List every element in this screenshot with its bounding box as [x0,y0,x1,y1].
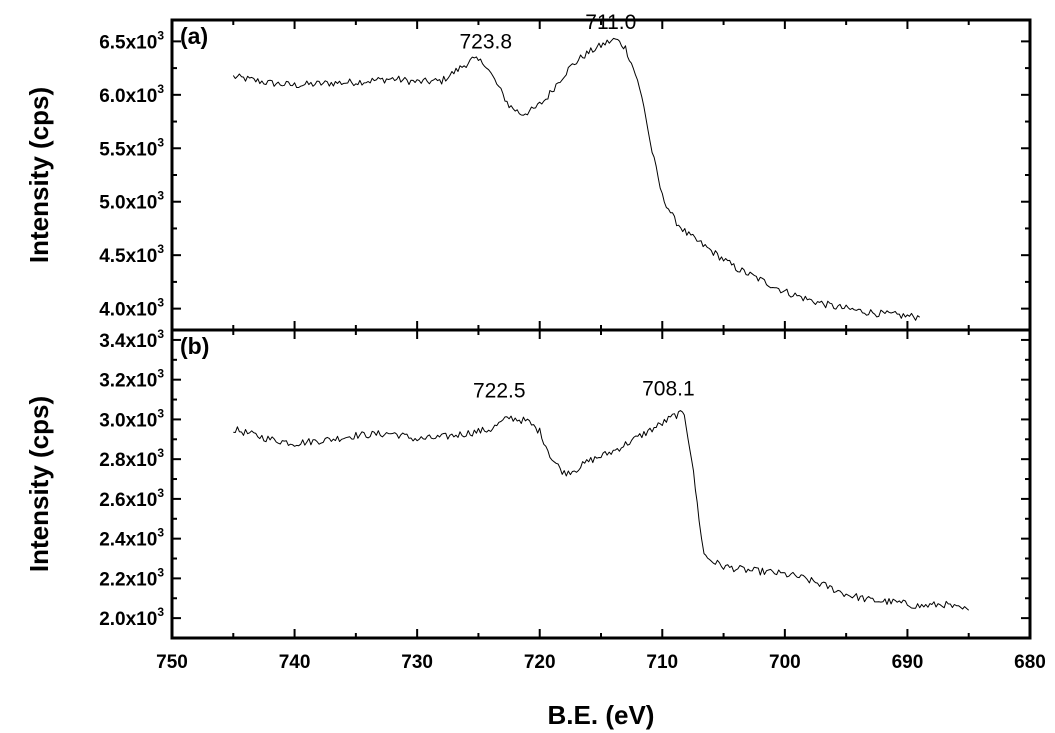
y-tick-label: 3.2x103 [99,367,164,392]
peak-annotation: 723.8 [460,30,513,53]
x-axis-title: B.E. (eV) [548,700,655,730]
y-tick-label: 5.0x103 [99,189,164,214]
peak-annotation: 722.5 [473,380,526,403]
plot-frame [170,18,1032,332]
y-tick-label: 2.8x103 [99,446,164,471]
panel-tag: (a) [180,23,208,49]
x-tick-label: 680 [1014,652,1046,673]
y-tick-label: 3.4x103 [99,327,164,352]
panel-b: 2.0x103 2.2x103 2.4x103 2.6x103 2.8x103 3.0x1… [24,327,1032,640]
y-tick-label: 3.0x103 [99,406,164,431]
peak-annotation: 708.1 [642,378,695,401]
y-axis-title: Intensity (cps) [24,396,54,572]
y-tick-label: 4.5x103 [99,242,164,267]
spectrum-line [232,37,920,321]
x-tick-label: 700 [769,652,801,673]
x-tick-label: 750 [156,652,188,673]
panel-tag: (b) [180,333,209,359]
x-tick-label: 690 [892,652,924,673]
y-tick-label: 2.0x103 [99,605,164,630]
y-tick-label: 4.0x103 [99,296,164,321]
y-tick-label: 2.6x103 [99,486,164,511]
plot-frame [170,328,1032,640]
x-tick-label: 720 [524,652,556,673]
panel-a: 4.0x103 4.5x103 5.0x103 5.5x103 6.0x103 6.5x1… [24,11,1032,332]
spectrum-line [233,410,970,611]
peak-annotation: 711.0 [585,11,636,34]
x-tick-label: 740 [279,652,311,673]
x-tick-label: 730 [401,652,433,673]
y-tick-label: 2.2x103 [99,565,164,590]
x-tick-label: 710 [646,652,678,673]
y-tick-label: 6.5x103 [99,28,164,53]
y-tick-label: 5.5x103 [99,135,164,160]
y-tick-label: 2.4x103 [99,526,164,551]
y-tick-label: 6.0x103 [99,82,164,107]
y-axis-title: Intensity (cps) [24,87,54,263]
